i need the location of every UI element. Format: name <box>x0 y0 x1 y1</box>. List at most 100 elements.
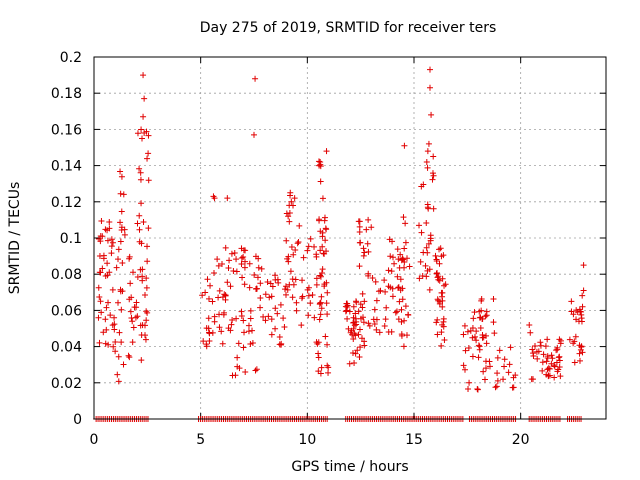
data-point <box>313 251 320 258</box>
x-tick-label: 10 <box>298 432 316 448</box>
data-point <box>432 252 439 259</box>
x-tick-label: 0 <box>90 432 99 448</box>
data-point <box>423 220 430 227</box>
data-point <box>127 280 134 287</box>
data-point <box>423 244 430 251</box>
data-point <box>242 258 249 265</box>
data-point <box>356 354 363 361</box>
data-point <box>104 260 111 267</box>
data-point <box>365 320 372 327</box>
data-point <box>544 366 551 373</box>
data-point <box>533 348 540 355</box>
data-point <box>423 158 430 165</box>
data-point <box>117 219 124 226</box>
data-point <box>111 314 118 321</box>
data-point <box>441 336 448 343</box>
data-point <box>257 294 264 301</box>
data-point <box>108 250 115 257</box>
data-point <box>578 343 585 350</box>
data-point <box>130 324 137 331</box>
data-point <box>369 275 376 282</box>
data-point <box>356 223 363 230</box>
data-point <box>482 313 489 320</box>
y-tick-label: 0.02 <box>51 376 82 392</box>
data-point <box>316 300 323 307</box>
data-point <box>358 335 365 342</box>
data-point <box>392 309 399 316</box>
data-point <box>118 339 125 346</box>
data-point <box>143 317 150 324</box>
data-point <box>321 214 328 221</box>
data-point <box>388 268 395 275</box>
data-point <box>343 307 350 314</box>
x-tick-label: 15 <box>405 432 423 448</box>
data-point <box>544 336 551 343</box>
data-point <box>137 176 144 183</box>
data-point <box>238 255 245 262</box>
data-point <box>134 130 141 137</box>
data-point <box>210 269 217 276</box>
data-point <box>438 329 445 336</box>
data-point <box>102 226 109 233</box>
data-point <box>285 258 292 265</box>
data-point <box>288 198 295 205</box>
data-point <box>219 294 226 301</box>
data-point <box>501 356 508 363</box>
data-point <box>353 321 360 328</box>
data-point <box>439 297 446 304</box>
data-point <box>96 269 103 276</box>
data-point <box>548 360 555 367</box>
data-point <box>144 155 151 162</box>
data-point <box>240 253 247 260</box>
data-point <box>478 297 485 304</box>
data-point <box>545 365 552 372</box>
data-point <box>439 321 446 328</box>
data-point <box>134 274 141 281</box>
data-point <box>475 354 482 361</box>
data-point <box>462 347 469 354</box>
data-point <box>427 66 433 73</box>
data-point <box>318 305 325 312</box>
data-point <box>272 325 279 332</box>
data-point <box>356 239 363 246</box>
data-point <box>115 299 122 306</box>
data-point <box>469 353 476 360</box>
data-point <box>357 344 364 351</box>
data-point <box>399 256 406 263</box>
data-point <box>98 309 105 316</box>
data-point <box>555 366 562 373</box>
data-point <box>143 308 150 315</box>
data-point <box>419 273 426 280</box>
data-point <box>316 162 323 169</box>
data-point <box>556 364 563 371</box>
data-point <box>96 252 103 259</box>
data-point <box>483 312 490 319</box>
data-point <box>103 304 110 311</box>
data-point <box>241 264 248 271</box>
data-point <box>307 235 314 242</box>
data-point <box>307 300 314 307</box>
chart-title: Day 275 of 2019, SRMTID for receiver ter… <box>200 20 497 36</box>
data-point <box>141 130 148 137</box>
data-point <box>424 267 431 274</box>
data-point <box>381 322 388 329</box>
data-point <box>354 347 361 354</box>
data-point <box>425 240 432 247</box>
data-point <box>211 195 218 202</box>
data-point <box>579 292 586 299</box>
data-point <box>255 255 262 262</box>
data-point <box>382 316 389 323</box>
data-point <box>222 296 229 303</box>
data-point <box>240 344 247 351</box>
data-point <box>268 293 275 300</box>
data-point <box>126 354 133 361</box>
data-point <box>285 213 292 220</box>
data-point <box>365 270 372 277</box>
data-point <box>284 286 291 293</box>
data-point <box>315 350 322 357</box>
data-point <box>218 260 225 267</box>
data-point <box>530 350 537 357</box>
data-point <box>479 331 486 338</box>
data-point <box>571 338 578 345</box>
data-point <box>142 336 149 343</box>
